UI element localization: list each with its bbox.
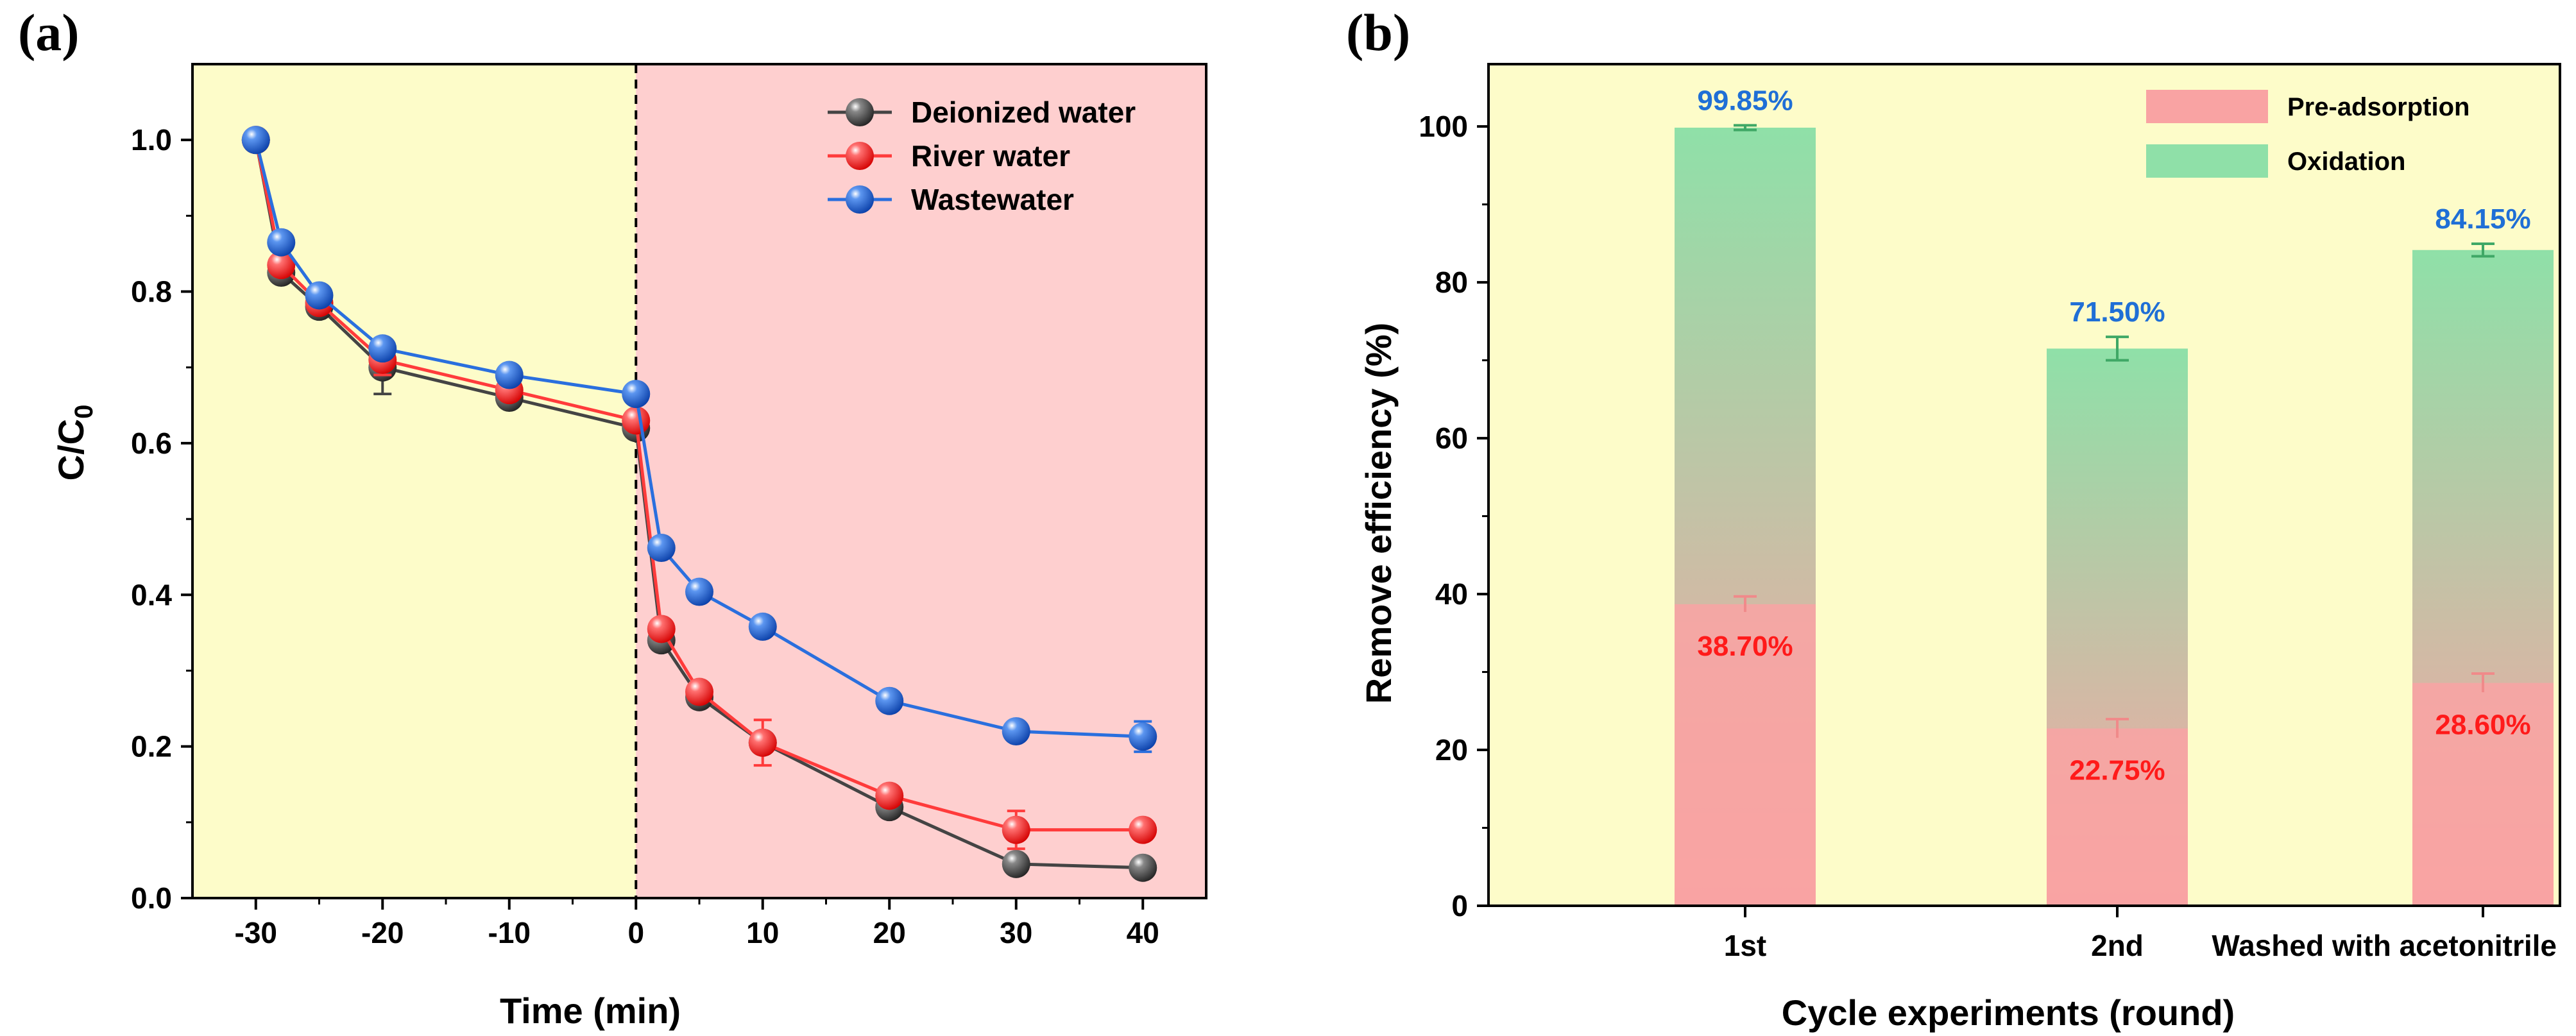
data-point-deionized xyxy=(1129,853,1157,882)
x-tick-label: 30 xyxy=(1000,916,1032,949)
bar-pre-adsorption xyxy=(2412,683,2554,906)
pre-adsorption-value-label: 38.70% xyxy=(1697,631,1793,662)
legend-label-deionized: Deionized water xyxy=(911,96,1136,129)
y-tick-label: 0.8 xyxy=(131,275,172,309)
data-point-river xyxy=(748,728,777,757)
legend-swatch-pre-adsorption xyxy=(2146,90,2268,123)
y-tick-label: 0.2 xyxy=(131,730,172,763)
x-tick-label: 10 xyxy=(746,916,779,949)
legend-swatch-oxidation xyxy=(2146,144,2268,178)
panel-b-x-axis-title: Cycle experiments (round) xyxy=(1782,992,2235,1033)
panel-b-legend: Pre-adsorption Oxidation xyxy=(2146,90,2469,178)
panel-b-chart: (b) 99.85% 38.70% 71.50% 22.75% 84.15% 28.60%… xyxy=(1346,3,2561,1033)
pre-adsorption-value-label: 22.75% xyxy=(2069,755,2165,786)
y-tick-label: 0 xyxy=(1451,889,1468,922)
panel-b-background xyxy=(1488,64,2560,906)
data-point-wastewater xyxy=(622,380,651,409)
y-tick-label: 0.0 xyxy=(131,881,172,915)
data-point-river xyxy=(1002,815,1030,844)
data-point-river xyxy=(1129,815,1157,844)
bar-pre-adsorption xyxy=(2047,728,2188,906)
x-tick-label: Washed with acetonitrile xyxy=(2212,929,2557,962)
legend-marker-river xyxy=(846,142,874,170)
legend-marker-wastewater xyxy=(846,185,874,214)
panel-a-y-axis-title: C/C0 xyxy=(51,405,98,481)
data-point-wastewater xyxy=(305,281,334,310)
panel-b-plot-area: 99.85% 38.70% 71.50% 22.75% 84.15% 28.60% xyxy=(1675,85,2554,906)
total-value-label: 99.85% xyxy=(1697,85,1793,116)
data-point-wastewater xyxy=(1129,722,1157,751)
panel-a-chart: (a) -30 -20 -10 0 10 20 30 40 0.0 0.2 0.4 0.6 0.8 1.0… xyxy=(18,3,1207,1031)
pre-adsorption-value-label: 28.60% xyxy=(2435,709,2530,741)
data-point-river xyxy=(267,251,296,280)
x-tick-label: 20 xyxy=(873,916,906,949)
total-value-label: 71.50% xyxy=(2069,296,2165,328)
data-point-wastewater xyxy=(875,686,904,715)
data-point-wastewater xyxy=(685,577,713,606)
legend-label-oxidation: Oxidation xyxy=(2287,148,2405,176)
y-tick-label: 60 xyxy=(1435,421,1468,455)
panel-b-y-axis-title: Remove efficiency (%) xyxy=(1358,323,1399,704)
data-point-wastewater xyxy=(241,126,270,155)
data-point-wastewater xyxy=(495,361,524,389)
bar-pre-adsorption xyxy=(1675,604,1816,906)
panel-a-label: (a) xyxy=(18,3,80,62)
adsorption-region xyxy=(192,64,636,898)
x-tick-label: 40 xyxy=(1127,916,1159,949)
data-point-river xyxy=(875,781,904,810)
data-point-wastewater xyxy=(267,228,296,257)
data-point-wastewater xyxy=(748,612,777,641)
data-point-wastewater xyxy=(647,534,676,562)
x-tick-label: 1st xyxy=(1724,929,1766,962)
x-tick-label: -20 xyxy=(361,916,404,949)
legend-label-river: River water xyxy=(911,139,1070,173)
panel-a-x-axis-title: Time (min) xyxy=(500,990,681,1031)
panel-a-legend: Deionized water River water Wastewater xyxy=(828,96,1136,216)
y-tick-label: 40 xyxy=(1435,577,1468,611)
y-tick-label: 80 xyxy=(1435,266,1468,299)
y-tick-label: 0.6 xyxy=(131,427,172,460)
y-tick-label: 1.0 xyxy=(131,123,172,157)
data-point-wastewater xyxy=(1002,717,1030,745)
x-tick-label: -30 xyxy=(235,916,277,949)
panel-b-axes: 0 20 40 60 80 100 1st 2nd Washed with acetonitri… xyxy=(1419,110,2557,962)
oxidation-region xyxy=(636,64,1206,898)
x-tick-label: -10 xyxy=(488,916,531,949)
data-point-river xyxy=(685,677,713,706)
y-tick-label: 100 xyxy=(1419,110,1468,143)
panel-b-label: (b) xyxy=(1346,3,1410,62)
y-tick-label: 20 xyxy=(1435,733,1468,767)
data-point-river xyxy=(622,406,651,435)
x-tick-label: 2nd xyxy=(2091,929,2144,962)
legend-label-wastewater: Wastewater xyxy=(911,183,1074,216)
data-point-deionized xyxy=(1002,849,1030,878)
total-value-label: 84.15% xyxy=(2435,203,2530,235)
data-point-river xyxy=(647,615,676,643)
panel-b-frame xyxy=(1487,63,2561,907)
legend-marker-deionized xyxy=(846,98,874,126)
x-tick-label: 0 xyxy=(627,916,644,949)
panel-a-axes: -30 -20 -10 0 10 20 30 40 0.0 0.2 0.4 0.6 0.8 1.0 xyxy=(131,123,1159,949)
y-tick-label: 0.4 xyxy=(131,578,172,611)
data-point-wastewater xyxy=(368,334,397,363)
panel-a-plot-area xyxy=(241,126,1157,882)
legend-label-pre-adsorption: Pre-adsorption xyxy=(2287,93,2469,121)
